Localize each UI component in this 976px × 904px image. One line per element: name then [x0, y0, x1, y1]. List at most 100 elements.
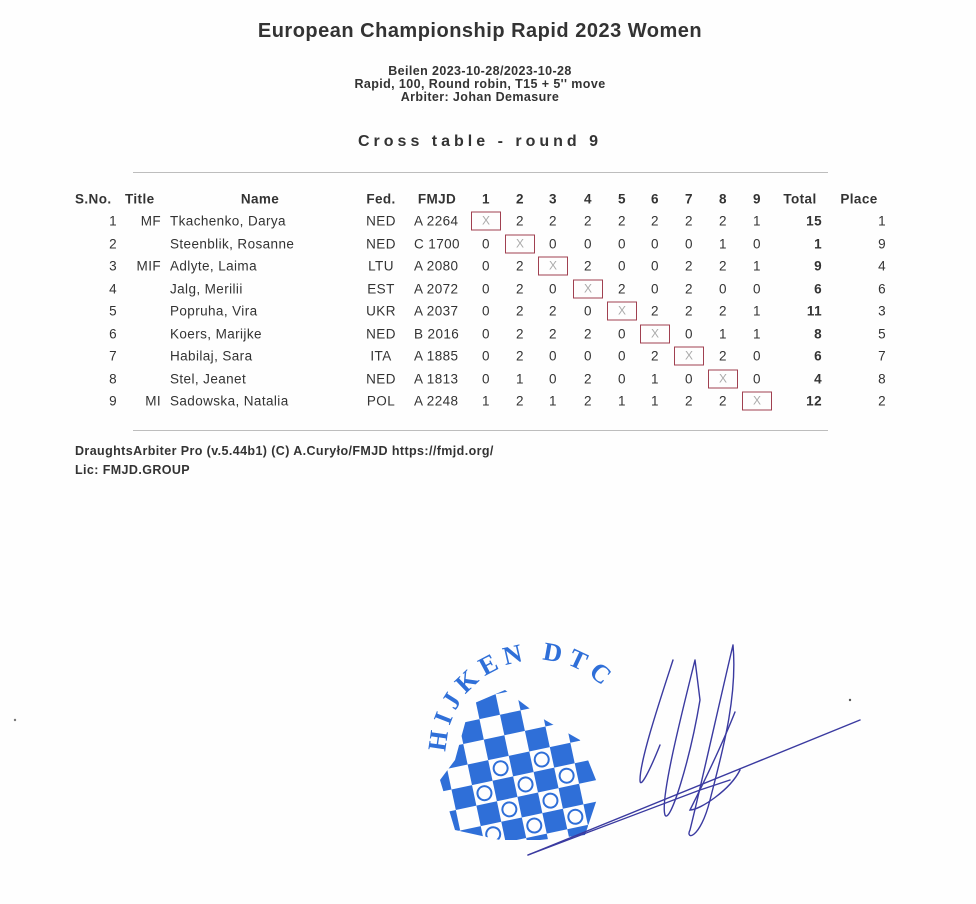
board-square	[440, 768, 452, 794]
result-cell: 2	[516, 393, 524, 409]
result-cell: 0	[584, 303, 592, 319]
board-square	[558, 783, 584, 809]
header-round-9: 9	[753, 191, 761, 207]
result-cell: 1	[753, 326, 761, 341]
header-round-8: 8	[719, 191, 727, 207]
result-cell: 2	[516, 348, 524, 364]
board-square	[516, 690, 542, 711]
draughts-piece-icon	[492, 760, 509, 777]
board-square	[524, 726, 550, 752]
sno-cell: 5	[109, 303, 117, 319]
sno-cell: 2	[109, 236, 117, 251]
board-square	[541, 701, 566, 727]
total-cell: 6	[814, 348, 822, 364]
board-square	[508, 751, 534, 777]
header-place: Place	[840, 191, 878, 207]
result-cell: 2	[584, 371, 592, 386]
result-cell: 0	[482, 258, 490, 274]
result-cell: 2	[719, 393, 727, 409]
self-game-cell: X	[471, 211, 501, 231]
draughts-piece-icon	[542, 792, 559, 809]
result-cell: 0	[753, 371, 761, 386]
result-cell: 2	[549, 213, 557, 229]
fmjd-cell: A 2037	[414, 303, 459, 319]
result-cell: 2	[584, 213, 592, 229]
result-cell: 0	[482, 326, 490, 341]
result-cell: 0	[753, 236, 761, 251]
result-cell: 2	[516, 326, 524, 341]
sno-cell: 6	[109, 326, 117, 341]
result-cell: 2	[651, 303, 659, 319]
fmjd-cell: A 2080	[414, 258, 459, 274]
result-cell: 0	[549, 281, 557, 296]
header-title: Title	[125, 191, 155, 207]
total-cell: 8	[814, 326, 822, 341]
fmjd-cell: A 2072	[414, 281, 459, 296]
result-cell: 2	[651, 348, 659, 364]
result-cell: 0	[651, 281, 659, 296]
draughts-piece-icon	[485, 826, 502, 840]
header-round-1: 1	[482, 191, 490, 207]
board-square	[475, 694, 500, 720]
result-cell: 2	[584, 393, 592, 409]
total-cell: 9	[814, 258, 822, 274]
self-game-cell: X	[708, 369, 738, 388]
result-cell: 1	[516, 371, 524, 386]
place-cell: 9	[878, 236, 886, 251]
fed-cell: ITA	[370, 348, 392, 364]
place-cell: 6	[878, 281, 886, 296]
fmjd-cell: A 2264	[414, 213, 459, 229]
signature	[527, 644, 861, 856]
board-square	[590, 733, 600, 759]
sno-cell: 3	[109, 258, 117, 274]
result-cell: 2	[516, 281, 524, 296]
result-cell: 0	[549, 348, 557, 364]
fmjd-cell: A 2248	[414, 393, 459, 409]
result-cell: 0	[685, 371, 693, 386]
result-cell: 2	[685, 281, 693, 296]
event-venue-dates: Beilen 2023-10-28/2023-10-28	[388, 64, 572, 78]
svg-text:HIJKEN DTC: HIJKEN DTC	[422, 637, 621, 753]
result-cell: 1	[753, 303, 761, 319]
place-cell: 7	[878, 348, 886, 364]
sno-cell: 8	[109, 371, 117, 386]
header-sno: S.No.	[75, 191, 112, 207]
sno-cell: 4	[109, 281, 117, 296]
fed-cell: UKR	[366, 303, 396, 319]
fmjd-cell: A 1885	[414, 348, 459, 364]
total-cell: 4	[814, 371, 822, 386]
result-cell: 2	[685, 303, 693, 319]
name-cell: Tkachenko, Darya	[170, 213, 286, 229]
fed-cell: EST	[367, 281, 395, 296]
board-square	[460, 826, 486, 840]
result-cell: 1	[753, 213, 761, 229]
result-cell: 2	[719, 348, 727, 364]
result-cell: 0	[753, 281, 761, 296]
result-cell: 2	[516, 303, 524, 319]
fed-cell: NED	[366, 371, 396, 386]
board-square	[499, 710, 525, 736]
result-cell: 2	[516, 213, 524, 229]
result-cell: 0	[719, 281, 727, 296]
fmjd-cell: B 2016	[414, 326, 460, 341]
header-round-7: 7	[685, 191, 693, 207]
title-cell: MF	[140, 213, 161, 229]
result-cell: 1	[719, 326, 727, 341]
title-cell: MIF	[136, 258, 161, 274]
result-cell: 0	[482, 303, 490, 319]
board-square	[492, 776, 518, 802]
result-cell: 0	[753, 348, 761, 364]
draughts-piece-icon	[526, 817, 543, 834]
result-cell: 0	[482, 348, 490, 364]
result-cell: 2	[651, 213, 659, 229]
result-cell: 0	[482, 281, 490, 296]
result-cell: 0	[618, 326, 626, 341]
result-cell: 2	[584, 326, 592, 341]
place-cell: 5	[878, 326, 886, 341]
result-cell: 0	[651, 236, 659, 251]
board-square	[542, 808, 568, 834]
board-square	[565, 717, 591, 743]
result-cell: 0	[549, 236, 557, 251]
result-cell: 2	[685, 393, 693, 409]
total-cell: 6	[814, 281, 822, 296]
